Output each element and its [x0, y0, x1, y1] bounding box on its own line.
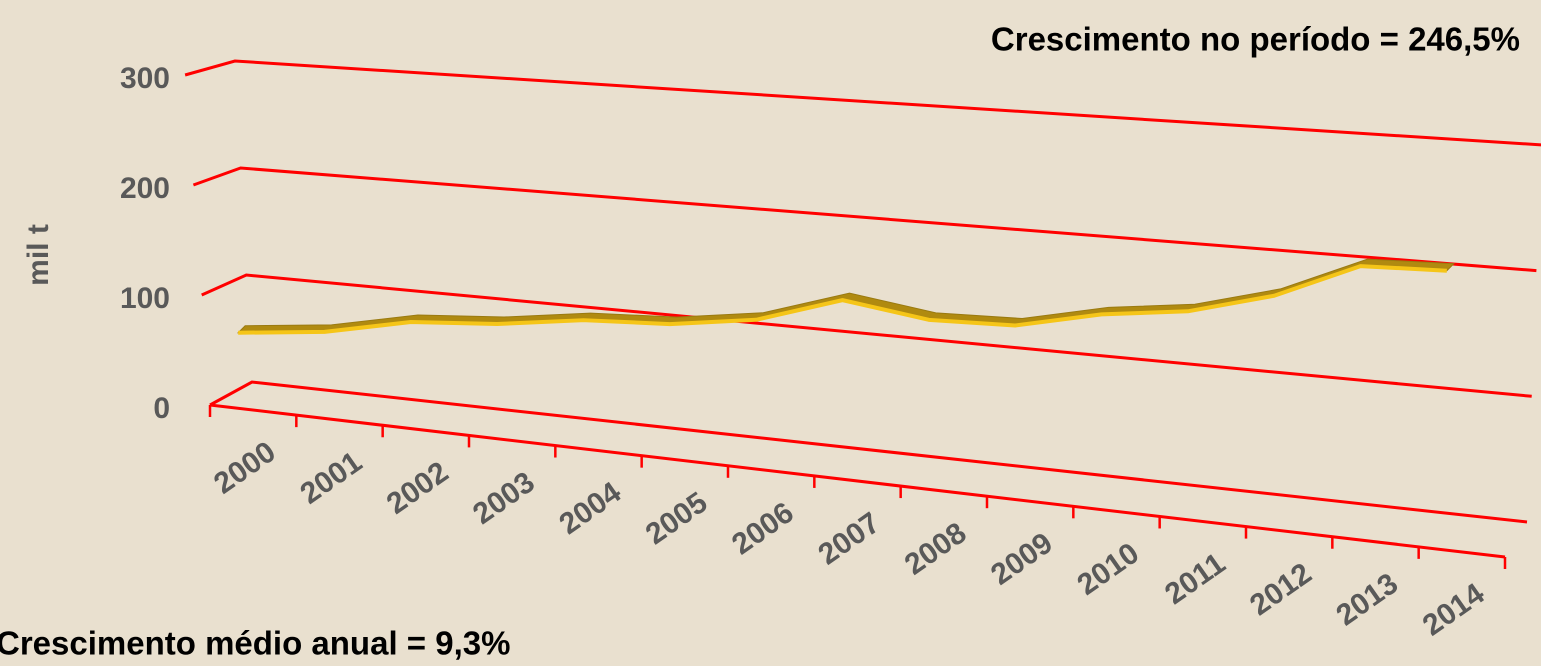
x-axis: [209, 403, 1506, 559]
grid-line: [209, 380, 1528, 524]
x-tick-label: 2014: [1417, 577, 1491, 642]
x-tick-label: 2000: [208, 435, 282, 500]
x-tick-label: 2013: [1330, 567, 1404, 632]
x-tick-label: 2004: [553, 476, 627, 541]
x-tick-label: 2012: [1244, 557, 1318, 622]
x-tick-label: 2006: [726, 496, 800, 561]
x-tick-label: 2011: [1159, 547, 1231, 611]
x-tick-label: 2008: [899, 516, 973, 581]
grid-line: [192, 166, 1537, 273]
x-tick-label: 2003: [467, 466, 541, 531]
x-tick-label: 2002: [381, 456, 455, 521]
y-axis-label: mil t: [22, 224, 55, 286]
grid-line: [184, 59, 1541, 147]
x-tick-label: 2001: [294, 445, 368, 510]
y-tick-label: 300: [120, 62, 170, 95]
line-series: [238, 264, 1447, 335]
annotation: Crescimento no período = 246,5%: [991, 21, 1520, 58]
y-tick-label: 200: [120, 172, 170, 205]
x-tick-label: 2007: [812, 506, 886, 571]
y-tick-label: 0: [153, 392, 170, 425]
x-tick-label: 2005: [640, 486, 714, 551]
y-tick-label: 100: [120, 282, 170, 315]
x-tick-label: 2010: [1071, 537, 1145, 602]
x-tick-label: 2009: [985, 526, 1059, 591]
annotation: Crescimento médio anual = 9,3%: [0, 625, 510, 662]
grid-line: [201, 273, 1532, 398]
